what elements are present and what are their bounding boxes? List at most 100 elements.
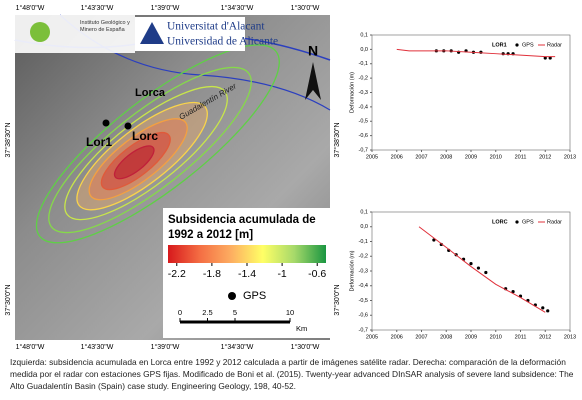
logo-icon bbox=[140, 22, 164, 44]
gps-point bbox=[546, 309, 550, 313]
x-tick-label: 2010 bbox=[490, 334, 502, 340]
coord-label: 1°39'0"W bbox=[151, 343, 180, 351]
legend-marker bbox=[515, 220, 519, 224]
north-label: N bbox=[308, 43, 318, 59]
contours bbox=[35, 44, 280, 244]
scale-unit: Km bbox=[296, 324, 307, 333]
coord-label: 37°30'0"N bbox=[4, 284, 12, 315]
legend-title: 1992 a 2012 [m] bbox=[168, 229, 253, 241]
x-tick-label: 2010 bbox=[490, 154, 502, 160]
gps-point bbox=[543, 56, 547, 60]
y-tick-label: -0,1 bbox=[359, 239, 368, 245]
y-tick-label: 0,1 bbox=[360, 32, 368, 38]
coord-label: 1°34'30"W bbox=[221, 343, 254, 351]
y-tick-label: -0,2 bbox=[359, 76, 368, 82]
y-tick-label: -0,7 bbox=[359, 147, 368, 153]
x-tick-label: 2008 bbox=[440, 154, 452, 160]
legend-label: GPS bbox=[522, 219, 534, 225]
coord-label: 1°48'0"W bbox=[16, 343, 45, 351]
y-tick-label: -0,5 bbox=[359, 298, 368, 304]
x-tick-label: 2007 bbox=[415, 154, 427, 160]
colorbar-tick-label: -1.4 bbox=[238, 268, 256, 280]
scale-tick-label: 0 bbox=[178, 308, 182, 317]
y-tick-label: -0,6 bbox=[359, 133, 368, 139]
caption: Izquierda: subsidencia acumulada en Lorc… bbox=[10, 357, 574, 391]
x-tick-label: 2012 bbox=[539, 334, 551, 340]
chart-label: LOR1 bbox=[492, 42, 507, 48]
x-tick-label: 2013 bbox=[564, 334, 576, 340]
x-tick-label: 2005 bbox=[366, 154, 378, 160]
scale-tick-label: 2.5 bbox=[202, 308, 212, 317]
legend-box bbox=[163, 208, 330, 338]
y-tick-label: -0,4 bbox=[359, 283, 368, 289]
chart-label: LORC bbox=[492, 219, 508, 225]
y-tick-label: -0,3 bbox=[359, 90, 368, 96]
logo-text: Instituto Geológico y Minero de España bbox=[80, 20, 130, 33]
gps-station bbox=[102, 119, 110, 127]
x-tick-label: 2013 bbox=[564, 154, 576, 160]
coord-label: 37°38'30"N bbox=[333, 122, 341, 157]
coord-label: 37°38'30"N bbox=[4, 122, 12, 157]
logo-text: Universidad de Alicante bbox=[167, 36, 278, 48]
logo-text: Universitat d'Alacant bbox=[167, 21, 265, 33]
logo-igme: Instituto Geológico y Minero de España bbox=[80, 20, 130, 33]
y-tick-label: 0,0 bbox=[360, 224, 368, 230]
legend-label: GPS bbox=[522, 42, 534, 48]
y-tick-label: -0,7 bbox=[359, 327, 368, 333]
coord-label: 37°30'0"N bbox=[333, 284, 341, 315]
coord-label: 1°39'0"W bbox=[151, 4, 180, 12]
legend-gps-label: GPS bbox=[243, 290, 266, 302]
y-tick-label: -0,3 bbox=[359, 268, 368, 274]
scale-tick-label: 10 bbox=[286, 308, 294, 317]
legend-marker bbox=[515, 43, 519, 47]
gps-point bbox=[469, 262, 473, 266]
plot-frame bbox=[371, 211, 571, 331]
north-arrow bbox=[305, 62, 321, 100]
figure: Universitat d'Alacant Universidad de Ali… bbox=[4, 4, 576, 351]
coord-label: 1°30'0"W bbox=[291, 343, 320, 351]
coord-label: 1°43'30"W bbox=[81, 343, 114, 351]
place-label: Lorc bbox=[132, 129, 158, 143]
coord-label: 1°48'0"W bbox=[16, 4, 45, 12]
coord-label: 1°43'30"W bbox=[81, 4, 114, 12]
colorbar-tick-label: -2.2 bbox=[168, 268, 186, 280]
x-tick-label: 2009 bbox=[465, 334, 477, 340]
scale-tick-label: 5 bbox=[233, 308, 237, 317]
place-label: Lorca bbox=[135, 87, 166, 99]
legend-title: Subsidencia acumulada de bbox=[168, 214, 316, 226]
logo-icon bbox=[30, 22, 50, 42]
place-label: Lor1 bbox=[86, 135, 112, 149]
x-tick-label: 2005 bbox=[366, 334, 378, 340]
x-tick-label: 2006 bbox=[391, 334, 403, 340]
y-tick-label: -0,4 bbox=[359, 104, 368, 110]
x-tick-label: 2006 bbox=[391, 154, 403, 160]
radar-line bbox=[396, 48, 556, 58]
map: Universitat d'Alacant Universidad de Ali… bbox=[14, 14, 331, 340]
gps-point bbox=[476, 266, 481, 270]
legend-label: Radar bbox=[547, 219, 562, 225]
x-tick-label: 2011 bbox=[515, 334, 527, 340]
gps-point bbox=[548, 56, 552, 60]
y-tick-label: -0,6 bbox=[359, 313, 368, 319]
colorbar bbox=[168, 245, 326, 263]
x-tick-label: 2011 bbox=[515, 154, 527, 160]
radar-line bbox=[418, 226, 546, 313]
gps-station bbox=[124, 122, 132, 130]
colorbar-tick-label: -0.6 bbox=[308, 268, 326, 280]
gps-point bbox=[511, 290, 515, 294]
y-tick-label: -0,1 bbox=[359, 61, 368, 67]
gps-point bbox=[484, 270, 488, 275]
y-tick-label: 0,1 bbox=[360, 209, 368, 215]
x-tick-label: 2009 bbox=[465, 154, 477, 160]
y-axis-label: Deformación (m) bbox=[349, 250, 355, 291]
x-tick-label: 2007 bbox=[415, 334, 427, 340]
x-tick-label: 2012 bbox=[539, 154, 551, 160]
y-tick-label: -0,5 bbox=[359, 119, 368, 125]
y-axis-label: Deformación (m) bbox=[349, 72, 355, 113]
colorbar-tick-label: -1 bbox=[277, 268, 286, 280]
x-tick-label: 2008 bbox=[440, 334, 452, 340]
legend-gps-marker bbox=[228, 292, 236, 300]
coord-label: 1°30'0"W bbox=[291, 4, 320, 12]
legend-label: Radar bbox=[547, 42, 562, 48]
